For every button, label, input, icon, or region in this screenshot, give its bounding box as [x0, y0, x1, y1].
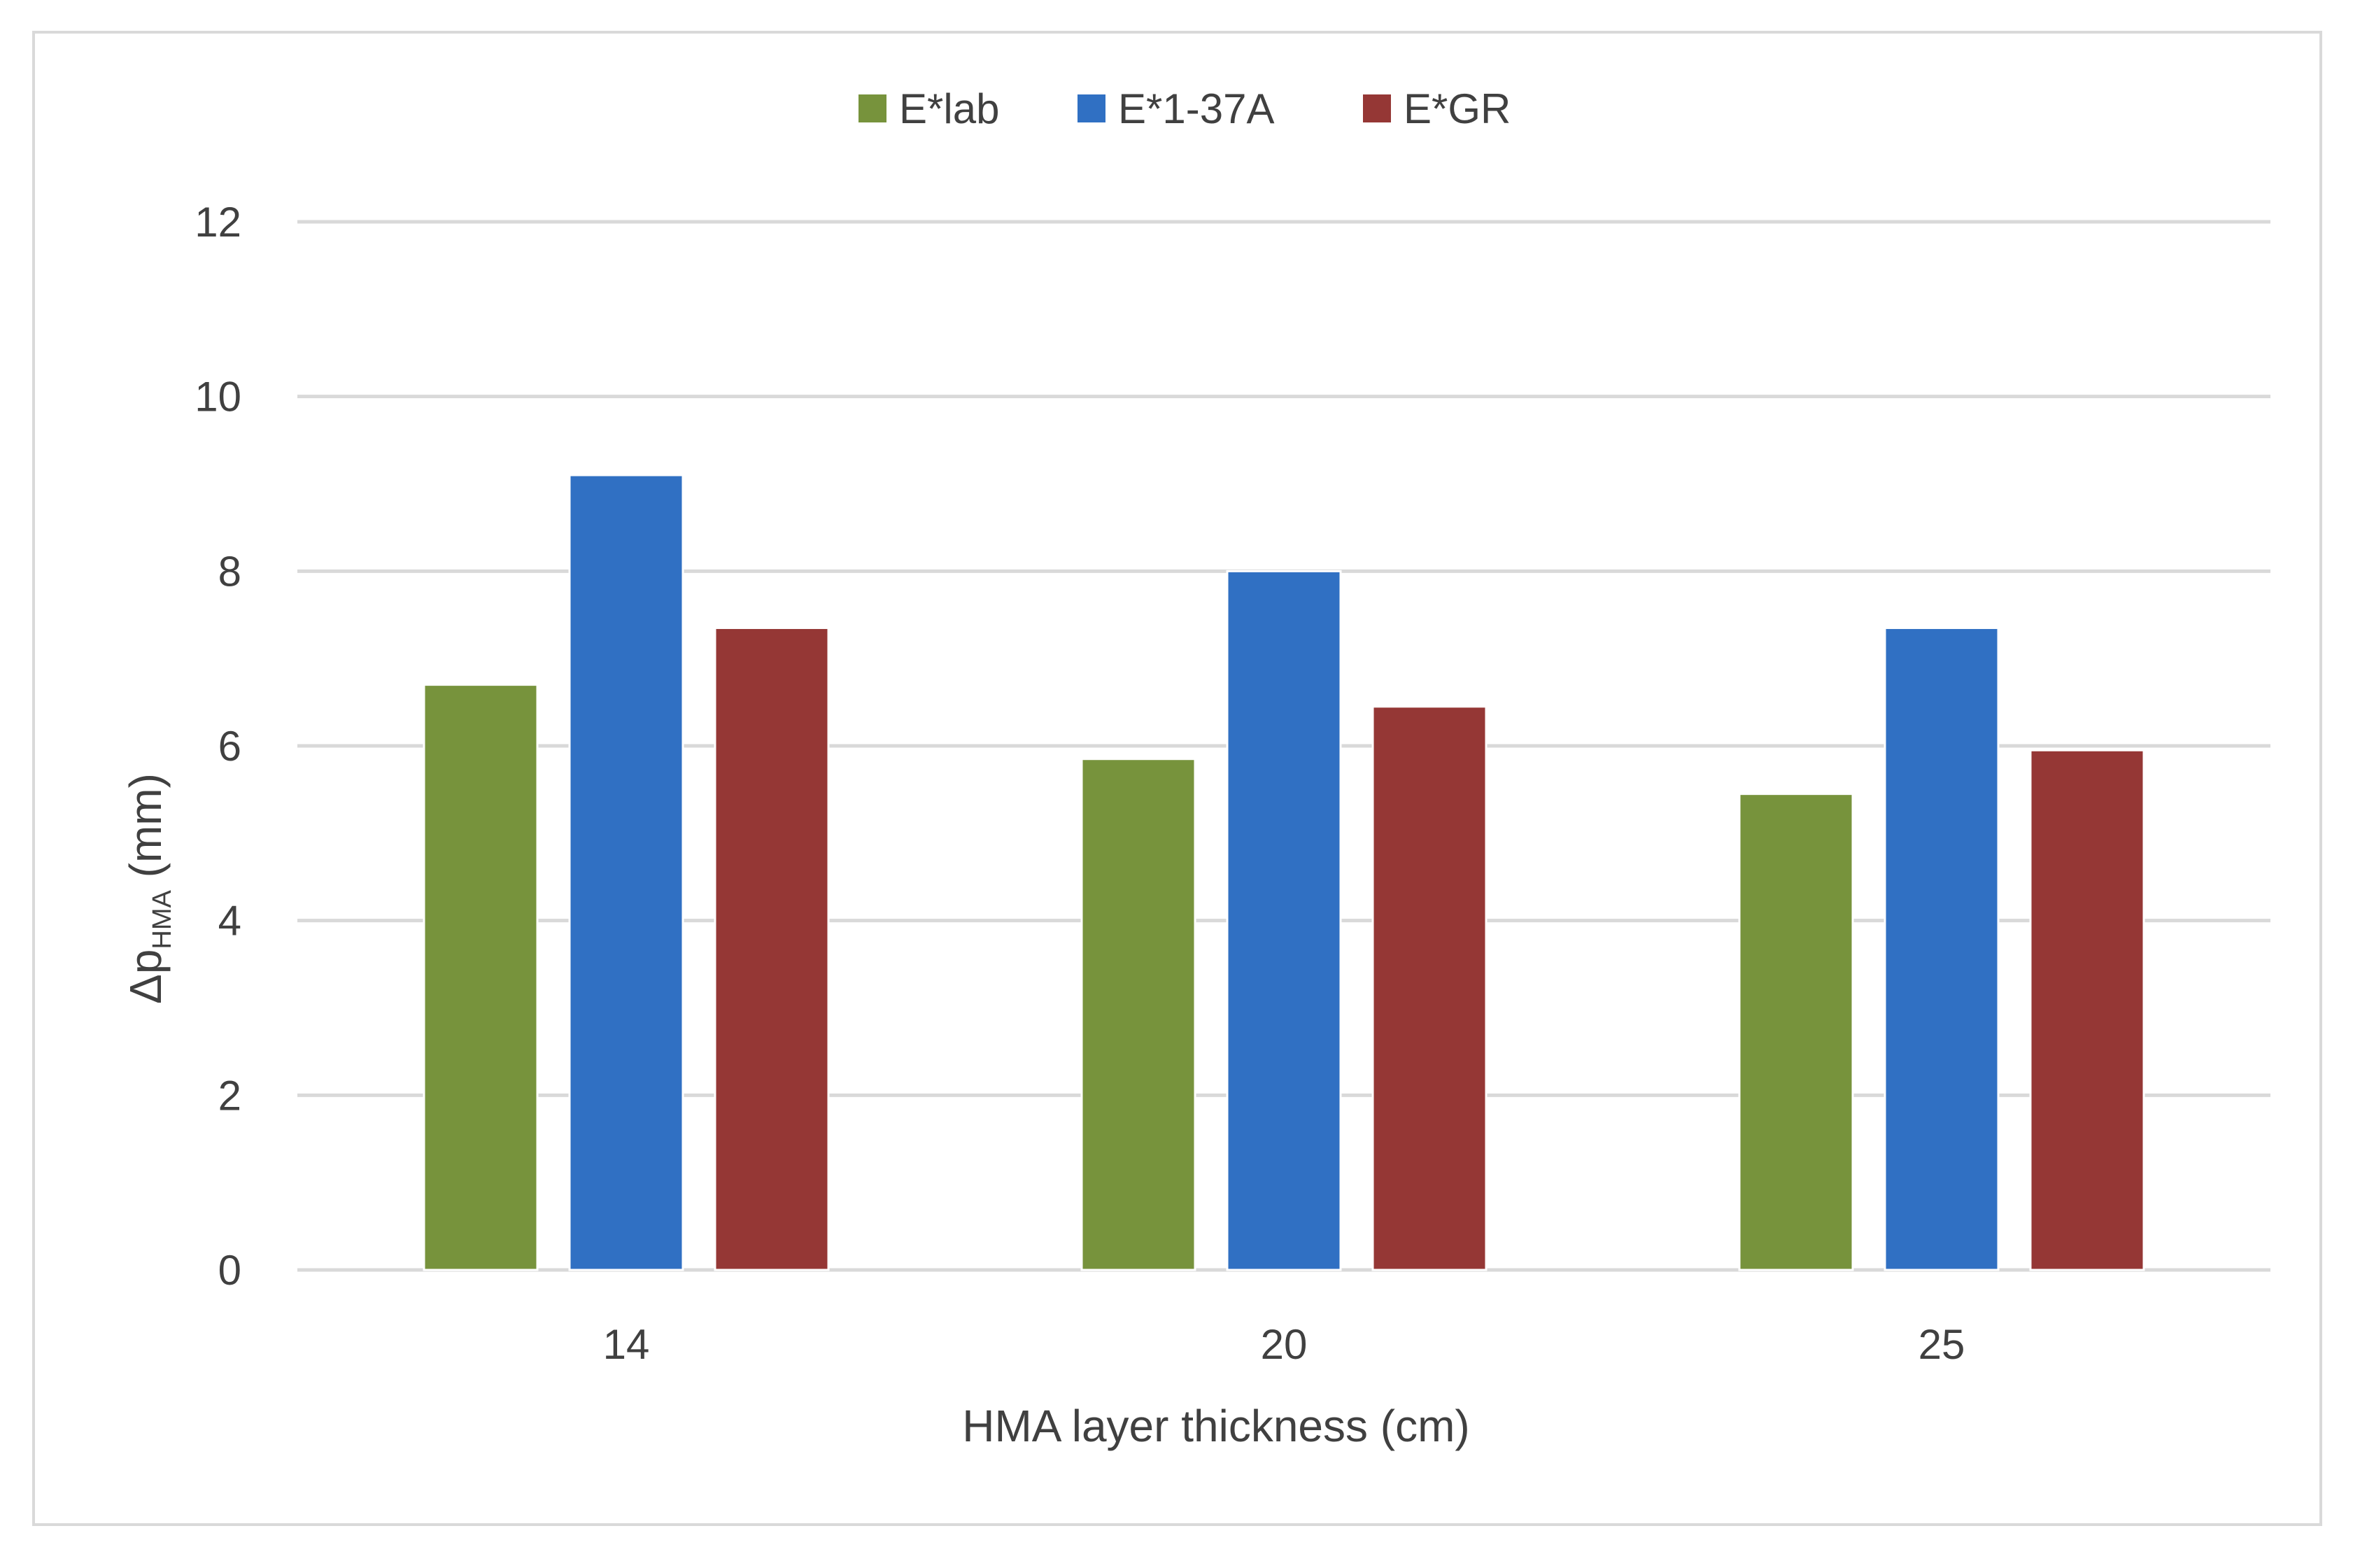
y-axis-title-suffix: (mm) [120, 773, 171, 890]
legend-label: E*lab [899, 85, 999, 132]
x-tick-label: 25 [1919, 1321, 1965, 1368]
y-axis-title-subscript: HMA [148, 889, 177, 949]
y-tick-label: 6 [218, 723, 241, 770]
legend-label: E*1-37A [1118, 85, 1274, 132]
y-axis-title-prefix: Δp [120, 949, 171, 1004]
y-axis-title: ΔpHMA (mm) [120, 773, 177, 1004]
legend-swatch [858, 94, 886, 122]
bar-E*1-37A-14 [568, 474, 684, 1271]
bar-E*lab-14 [423, 684, 539, 1271]
x-axis-title: HMA layer thickness (cm) [962, 1401, 1469, 1451]
legend-swatch [1363, 94, 1391, 122]
bar-E*lab-25 [1738, 793, 1854, 1271]
bar-E*lab-20 [1080, 758, 1196, 1271]
bar-E*GR-14 [714, 626, 830, 1271]
x-tick-label: 14 [603, 1321, 650, 1368]
x-tick-labels: 14 20 25 [603, 1321, 1965, 1368]
x-tick-label: 20 [1261, 1321, 1308, 1368]
y-tick-label: 0 [218, 1247, 241, 1294]
bar-E*GR-20 [1371, 705, 1488, 1271]
y-tick-label: 8 [218, 548, 241, 595]
y-tick-label: 2 [218, 1072, 241, 1119]
legend-label: E*GR [1404, 85, 1511, 132]
legend: E*lab E*1-37A E*GR [858, 85, 1511, 132]
bar-E*1-37A-20 [1226, 570, 1342, 1271]
y-tick-labels: 0 2 4 6 8 10 12 [195, 199, 241, 1294]
bars [423, 474, 2145, 1271]
y-tick-label: 12 [195, 199, 241, 246]
bar-E*GR-25 [2029, 749, 2145, 1271]
y-tick-label: 4 [218, 898, 241, 945]
legend-swatch [1077, 94, 1105, 122]
bar-E*1-37A-25 [1884, 626, 2000, 1271]
y-tick-label: 10 [195, 374, 241, 421]
